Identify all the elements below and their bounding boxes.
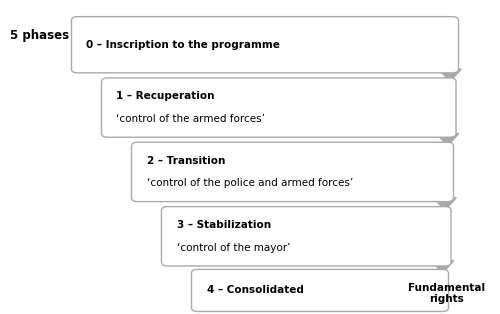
Polygon shape bbox=[434, 198, 456, 210]
Text: ‘control of the mayor’: ‘control of the mayor’ bbox=[176, 243, 290, 253]
Polygon shape bbox=[439, 69, 461, 82]
Polygon shape bbox=[432, 261, 454, 273]
Text: 0 – Inscription to the programme: 0 – Inscription to the programme bbox=[86, 40, 280, 50]
Text: 3 – Stabilization: 3 – Stabilization bbox=[176, 220, 270, 230]
FancyBboxPatch shape bbox=[72, 17, 458, 73]
FancyBboxPatch shape bbox=[132, 142, 454, 202]
Text: ‘control of the police and armed forces’: ‘control of the police and armed forces’ bbox=[146, 178, 353, 188]
Text: Fundamental
rights: Fundamental rights bbox=[408, 283, 485, 304]
Polygon shape bbox=[436, 133, 459, 146]
Text: 2 – Transition: 2 – Transition bbox=[146, 155, 225, 165]
FancyBboxPatch shape bbox=[192, 269, 448, 311]
Text: ‘control of the armed forces’: ‘control of the armed forces’ bbox=[116, 114, 266, 124]
Text: 1 – Recuperation: 1 – Recuperation bbox=[116, 91, 215, 101]
FancyBboxPatch shape bbox=[162, 207, 451, 266]
Text: 5 phases: 5 phases bbox=[10, 29, 69, 41]
FancyBboxPatch shape bbox=[102, 78, 456, 137]
Text: 4 – Consolidated: 4 – Consolidated bbox=[206, 285, 304, 295]
